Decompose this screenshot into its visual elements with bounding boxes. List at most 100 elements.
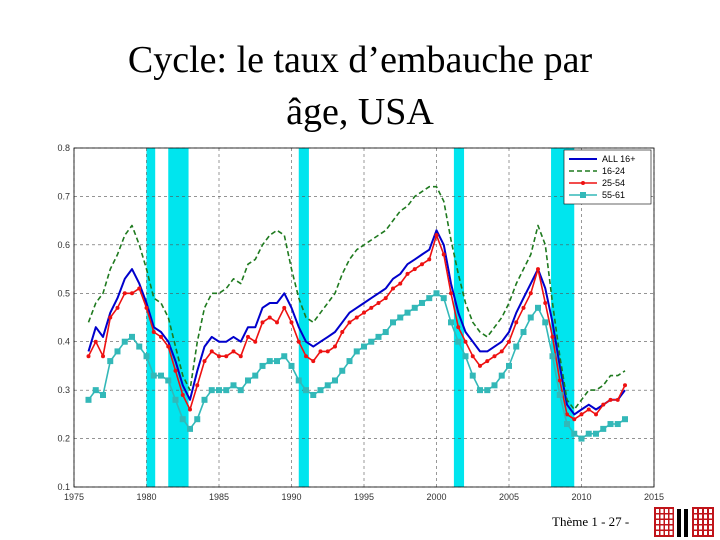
point-25-54-51 <box>456 325 461 330</box>
point-25-54-58 <box>507 339 511 344</box>
point-25-54-54 <box>478 363 482 368</box>
point-55-61-35 <box>339 367 346 374</box>
point-25-54-22 <box>246 334 250 339</box>
point-25-54-68 <box>579 412 584 417</box>
point-25-54-2 <box>101 354 105 359</box>
point-55-61-36 <box>346 358 353 365</box>
point-25-54-8 <box>144 305 149 310</box>
point-25-54-30 <box>304 354 308 359</box>
point-25-54-47 <box>427 257 432 262</box>
point-55-61-20 <box>230 382 237 389</box>
point-25-54-46 <box>420 262 424 267</box>
point-25-54-72 <box>608 397 613 402</box>
point-55-61-12 <box>172 396 179 403</box>
point-25-54-0 <box>86 354 91 359</box>
x-tick-label-2005: 2005 <box>499 492 519 500</box>
y-tick-label-0.2: 0.2 <box>57 434 70 444</box>
point-55-61-10 <box>158 372 164 379</box>
y-tick-label-0.8: 0.8 <box>57 143 70 153</box>
point-55-61-33 <box>324 382 331 389</box>
point-55-61-42 <box>390 319 396 326</box>
point-25-54-70 <box>594 412 598 417</box>
point-55-61-30 <box>303 387 309 394</box>
point-55-61-6 <box>129 333 135 340</box>
point-55-61-31 <box>310 391 317 398</box>
point-55-61-48 <box>433 290 440 297</box>
point-25-54-65 <box>557 378 562 383</box>
x-tick-label-2000: 2000 <box>426 492 446 500</box>
point-25-54-23 <box>253 339 258 344</box>
point-25-54-74 <box>623 383 627 388</box>
slide-footer: Thème 1 - 27 - <box>552 514 630 529</box>
point-25-54-41 <box>383 296 388 301</box>
point-55-61-60 <box>520 329 527 336</box>
point-55-61-7 <box>136 343 143 350</box>
y-tick-label-0.5: 0.5 <box>57 288 70 298</box>
point-25-54-24 <box>260 320 265 325</box>
plot-frame <box>73 147 655 488</box>
point-55-61-69 <box>585 430 592 437</box>
point-25-54-19 <box>224 354 229 359</box>
hiring-rate-chart: 1975 1980 1985 1990 1995 2000 2005 2010 2015 0.1 0… <box>57 143 664 500</box>
point-55-61-49 <box>440 295 447 302</box>
point-25-54-55 <box>485 359 490 364</box>
point-25-54-42 <box>391 286 395 291</box>
point-55-61-26 <box>274 358 280 365</box>
point-25-54-59 <box>514 320 519 325</box>
point-25-54-53 <box>470 354 475 359</box>
legend-marker-55-61 <box>580 192 586 198</box>
recession-band-4 <box>453 148 465 487</box>
legend-marker-25-54 <box>581 181 585 185</box>
point-55-61-66 <box>564 421 570 428</box>
point-25-54-43 <box>398 281 403 286</box>
point-55-61-46 <box>419 299 425 306</box>
point-55-61-22 <box>245 377 251 384</box>
point-25-54-71 <box>601 402 606 407</box>
point-55-61-50 <box>448 319 454 326</box>
point-55-61-2 <box>100 391 106 398</box>
legend-label-55-61: 55-61 <box>602 190 625 200</box>
point-55-61-15 <box>194 416 201 423</box>
point-55-61-24 <box>259 362 266 369</box>
point-55-61-53 <box>469 372 476 379</box>
point-25-54-10 <box>159 334 163 339</box>
point-25-54-15 <box>195 383 200 388</box>
y-tick-label-0.1: 0.1 <box>57 482 70 492</box>
point-55-61-71 <box>600 425 607 432</box>
slide-title-line-1: Cycle: le taux d’embauche par <box>127 39 593 81</box>
point-25-54-36 <box>347 320 352 325</box>
point-25-54-73 <box>615 397 620 402</box>
point-55-61-73 <box>614 421 621 428</box>
point-55-61-16 <box>201 396 208 403</box>
point-25-54-37 <box>354 315 359 320</box>
point-25-54-17 <box>209 349 214 354</box>
x-tick-label-1975: 1975 <box>64 492 84 500</box>
point-55-61-40 <box>375 333 382 340</box>
recession-band-2 <box>168 148 189 487</box>
point-25-54-40 <box>376 300 381 305</box>
point-55-61-14 <box>187 425 193 432</box>
point-55-61-28 <box>288 362 295 369</box>
point-25-54-56 <box>492 354 497 359</box>
point-25-54-60 <box>521 305 526 310</box>
point-55-61-9 <box>150 372 157 379</box>
point-25-54-31 <box>311 359 316 364</box>
x-tick-label-2010: 2010 <box>571 492 591 500</box>
point-55-61-8 <box>143 353 150 360</box>
point-25-54-49 <box>441 252 446 257</box>
point-55-61-29 <box>295 377 302 384</box>
point-25-54-69 <box>586 407 591 412</box>
point-55-61-45 <box>411 304 418 311</box>
x-tick-label-1980: 1980 <box>136 492 156 500</box>
point-55-61-65 <box>556 391 563 398</box>
point-25-54-50 <box>449 291 453 296</box>
point-55-61-34 <box>332 377 338 384</box>
point-25-54-44 <box>405 271 410 276</box>
x-tick-label-1985: 1985 <box>209 492 229 500</box>
point-25-54-34 <box>333 344 337 349</box>
point-55-61-74 <box>622 416 628 423</box>
point-25-54-20 <box>231 349 236 354</box>
point-25-54-48 <box>434 233 439 238</box>
point-55-61-59 <box>513 343 520 350</box>
point-25-54-32 <box>318 349 323 354</box>
